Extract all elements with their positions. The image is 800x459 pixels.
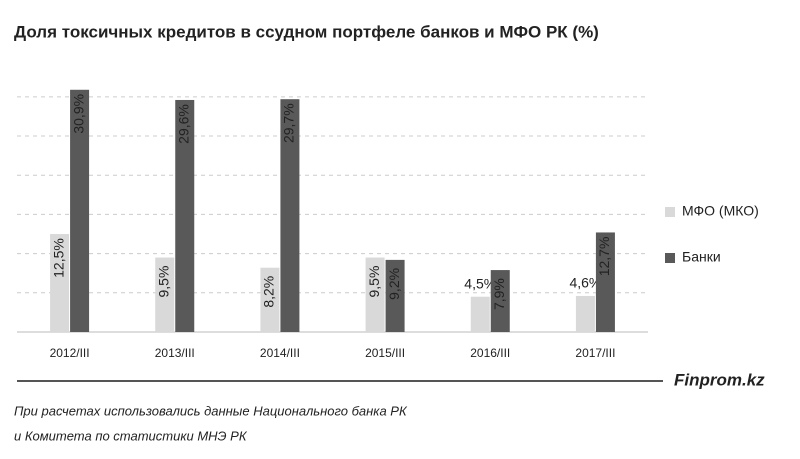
value-label: 8,2% <box>261 276 277 308</box>
chart-title: Доля токсичных кредитов в ссудном портфе… <box>14 22 599 41</box>
x-tick-label: 2016/III <box>470 346 510 360</box>
value-label: 12,5% <box>50 238 66 278</box>
x-tick-label: 2017/III <box>575 346 615 360</box>
value-label: 12,7% <box>596 237 612 277</box>
value-label: 7,9% <box>491 278 507 310</box>
x-tick-label: 2013/III <box>155 346 195 360</box>
value-label: 4,6% <box>569 275 601 291</box>
legend-label: Банки <box>682 249 721 265</box>
bar <box>385 259 405 332</box>
value-label: 30,9% <box>70 94 86 134</box>
x-tick-label: 2012/III <box>50 346 90 360</box>
bar <box>70 89 90 332</box>
value-label: 9,5% <box>366 266 382 298</box>
bar <box>260 267 280 332</box>
bar <box>595 232 615 332</box>
value-label: 29,6% <box>175 104 191 144</box>
bar <box>175 99 195 333</box>
value-label: 9,2% <box>386 268 402 300</box>
x-tick-label: 2014/III <box>260 346 300 360</box>
bar <box>280 99 300 332</box>
bar <box>490 270 510 332</box>
source: Finprom.kz <box>674 370 765 389</box>
value-label: 29,7% <box>281 103 297 143</box>
note: и Комитета по статистики МНЭ РК <box>14 428 248 443</box>
value-label: 4,5% <box>464 275 496 291</box>
x-tick-label: 2015/III <box>365 346 405 360</box>
bar <box>575 295 595 332</box>
value-label: 9,5% <box>155 266 171 298</box>
legend-swatch <box>665 253 675 263</box>
bar <box>155 257 175 332</box>
note: При расчетах использовались данные Нацио… <box>14 403 408 418</box>
legend-swatch <box>665 207 675 217</box>
bar <box>50 234 70 332</box>
bar <box>470 296 490 332</box>
legend-label: МФО (МКО) <box>682 203 759 219</box>
bar <box>365 257 385 332</box>
